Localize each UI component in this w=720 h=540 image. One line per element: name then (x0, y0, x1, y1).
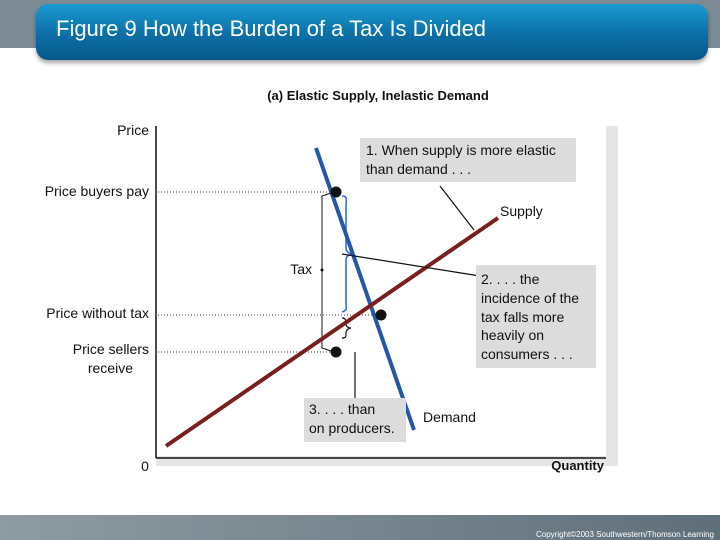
note3-text-2: on producers. (309, 420, 395, 436)
buyers-price-point (330, 186, 342, 198)
note2-text-4: heavily on (481, 327, 544, 343)
note1-pointer (439, 185, 475, 231)
note2-pointer (341, 253, 481, 277)
slide-title: Figure 9 How the Burden of a Tax Is Divi… (56, 16, 487, 41)
supply-curve (164, 216, 500, 448)
x-axis-label: Quantity (551, 458, 604, 473)
sellers-price-point (330, 346, 342, 358)
note2-text-3: tax falls more (481, 309, 564, 325)
footer-band (0, 515, 720, 540)
title-bar (36, 4, 708, 60)
panel-title: (a) Elastic Supply, Inelastic Demand (267, 88, 489, 103)
copyright-text: Copyright©2003 Southwestern/Thomson Lear… (536, 530, 714, 539)
tax-bracket (321, 191, 335, 353)
note2-box (476, 265, 596, 368)
equilibrium-point (375, 309, 387, 321)
note3-box (304, 398, 406, 442)
note2-text-2: incidence of the (481, 290, 579, 306)
note1-box (360, 138, 576, 182)
price-sellers-receive-label-1: Price sellers (73, 341, 149, 357)
tax-label: Tax (290, 261, 312, 277)
note2-text-1: 2. . . . the (481, 271, 540, 287)
note2-text-5: consumers . . . (481, 346, 573, 362)
note3-text-1: 3. . . . than (309, 401, 375, 417)
note1-text-2: than demand . . . (366, 161, 471, 177)
supply-label: Supply (500, 203, 543, 219)
origin-label: 0 (141, 458, 149, 474)
price-buyers-pay-label: Price buyers pay (45, 183, 149, 199)
price-sellers-receive-label-2: receive (88, 360, 133, 376)
price-without-tax-label: Price without tax (46, 305, 149, 321)
demand-label: Demand (423, 409, 476, 425)
note1-text-1: 1. When supply is more elastic (366, 142, 556, 158)
y-axis-label: Price (117, 122, 149, 138)
tax-bracket-tick (320, 268, 324, 272)
